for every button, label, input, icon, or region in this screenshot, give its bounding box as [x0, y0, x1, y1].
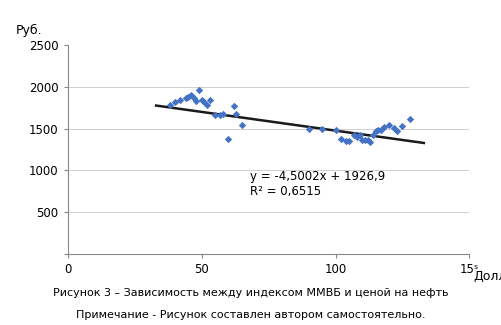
Point	[344, 138, 352, 144]
Point	[218, 111, 226, 116]
Text: y = -4,5002x + 1926,9
R² = 0,6515: y = -4,5002x + 1926,9 R² = 0,6515	[249, 170, 384, 199]
Point	[170, 99, 178, 105]
Point	[189, 95, 197, 100]
Point	[379, 124, 387, 130]
Point	[331, 128, 339, 133]
Point	[363, 138, 371, 143]
Point	[392, 129, 400, 134]
Point	[232, 111, 240, 116]
Point	[216, 113, 224, 118]
Point	[304, 126, 312, 131]
Point	[197, 97, 205, 102]
Point	[384, 122, 392, 127]
Point	[366, 139, 374, 145]
Point	[181, 95, 189, 100]
Point	[237, 122, 245, 127]
Point	[398, 124, 406, 129]
Point	[205, 97, 213, 102]
Text: Руб.: Руб.	[16, 24, 42, 37]
Point	[318, 126, 326, 131]
Point	[368, 132, 376, 137]
Point	[374, 128, 382, 133]
Point	[336, 136, 344, 141]
Point	[390, 125, 398, 130]
Point	[194, 88, 202, 93]
Point	[192, 99, 200, 104]
Point	[406, 116, 414, 121]
Point	[358, 138, 366, 143]
Point	[202, 103, 210, 108]
Point	[342, 138, 350, 144]
Point	[360, 137, 368, 142]
Point	[176, 98, 184, 103]
Text: Рисунок 3 – Зависимость между индексом ММВБ и ценой на нефть: Рисунок 3 – Зависимость между индексом М…	[53, 288, 448, 297]
Point	[184, 95, 192, 100]
Text: Долл.: Долл.	[472, 270, 501, 283]
Point	[186, 93, 194, 98]
Point	[229, 104, 237, 109]
Point	[200, 99, 208, 105]
Point	[352, 135, 360, 140]
Point	[224, 136, 232, 141]
Point	[371, 129, 379, 134]
Point	[165, 103, 173, 108]
Point	[210, 112, 218, 117]
Point	[350, 133, 358, 138]
Point	[376, 127, 384, 132]
Text: Примечание - Рисунок составлен автором самостоятельно.: Примечание - Рисунок составлен автором с…	[76, 310, 425, 320]
Point	[355, 133, 363, 138]
